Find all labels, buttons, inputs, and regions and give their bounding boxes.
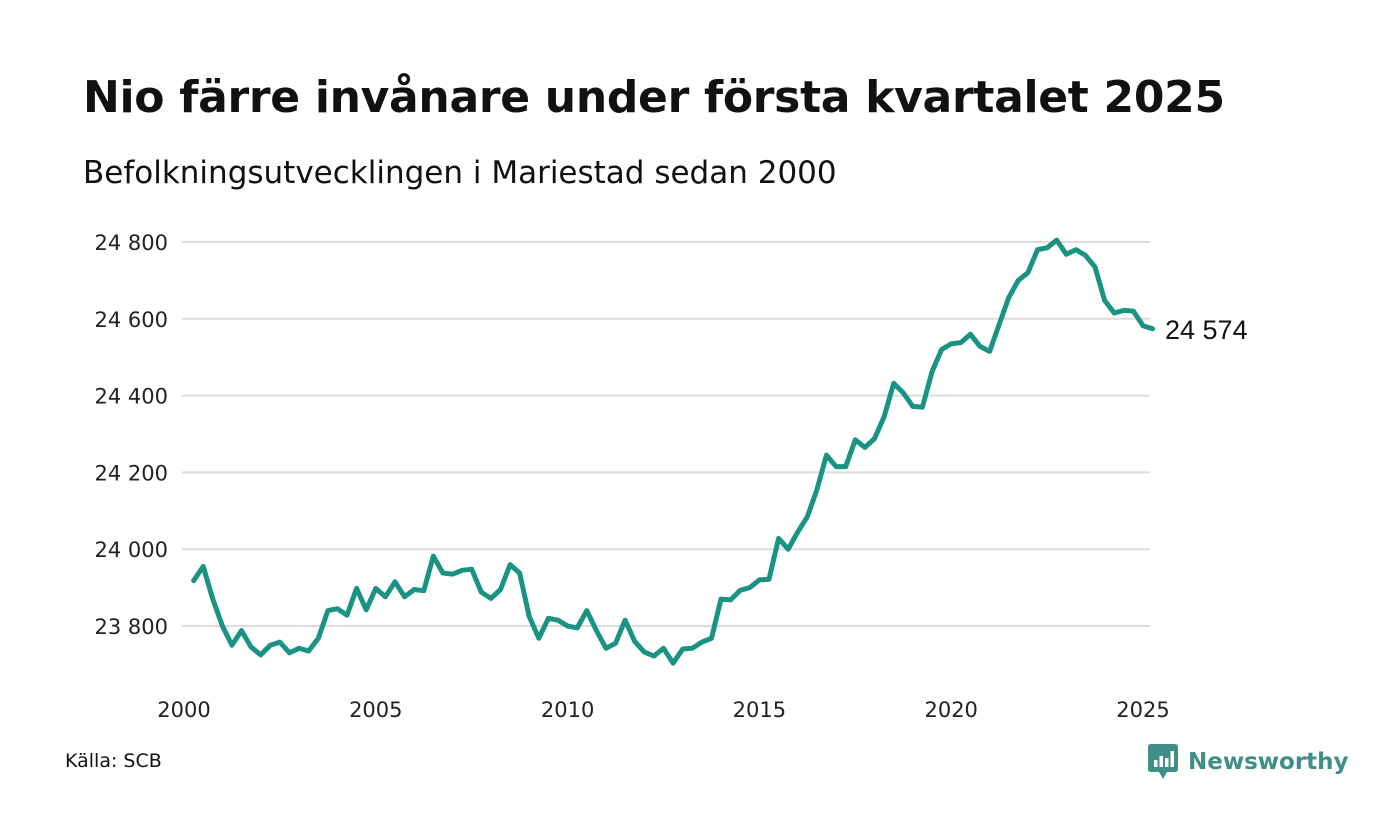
x-tick-label: 2025 [1116, 698, 1169, 722]
x-tick-label: 2010 [541, 698, 594, 722]
brand-name: Newsworthy [1188, 749, 1349, 775]
chart-title: Nio färre invånare under första kvartale… [83, 72, 1225, 123]
x-tick-label: 2015 [733, 698, 786, 722]
newsworthy-logo-icon [1148, 744, 1178, 779]
chart-subtitle: Befolkningsutvecklingen i Mariestad seda… [83, 155, 837, 191]
x-tick-label: 2020 [924, 698, 977, 722]
y-tick-label: 24 600 [95, 308, 168, 332]
y-tick-label: 24 000 [95, 538, 168, 562]
source-note: Källa: SCB [65, 750, 162, 772]
y-axis-tick-labels: 23 800 24 000 24 200 24 400 24 600 24 800 [95, 231, 168, 639]
x-axis-tick-labels: 2000 2005 2010 2015 2020 2025 [157, 698, 1169, 722]
end-value-label: 24 574 [1165, 315, 1248, 345]
brand-logo[interactable]: Newsworthy [1148, 744, 1349, 780]
gridlines [182, 241, 1150, 627]
y-tick-label: 24 200 [95, 461, 168, 485]
x-tick-label: 2000 [157, 698, 210, 722]
y-tick-label: 24 400 [95, 385, 168, 409]
y-tick-label: 24 800 [95, 231, 168, 255]
series-line [191, 237, 1156, 666]
y-tick-label: 23 800 [95, 615, 168, 639]
x-tick-label: 2005 [349, 698, 402, 722]
